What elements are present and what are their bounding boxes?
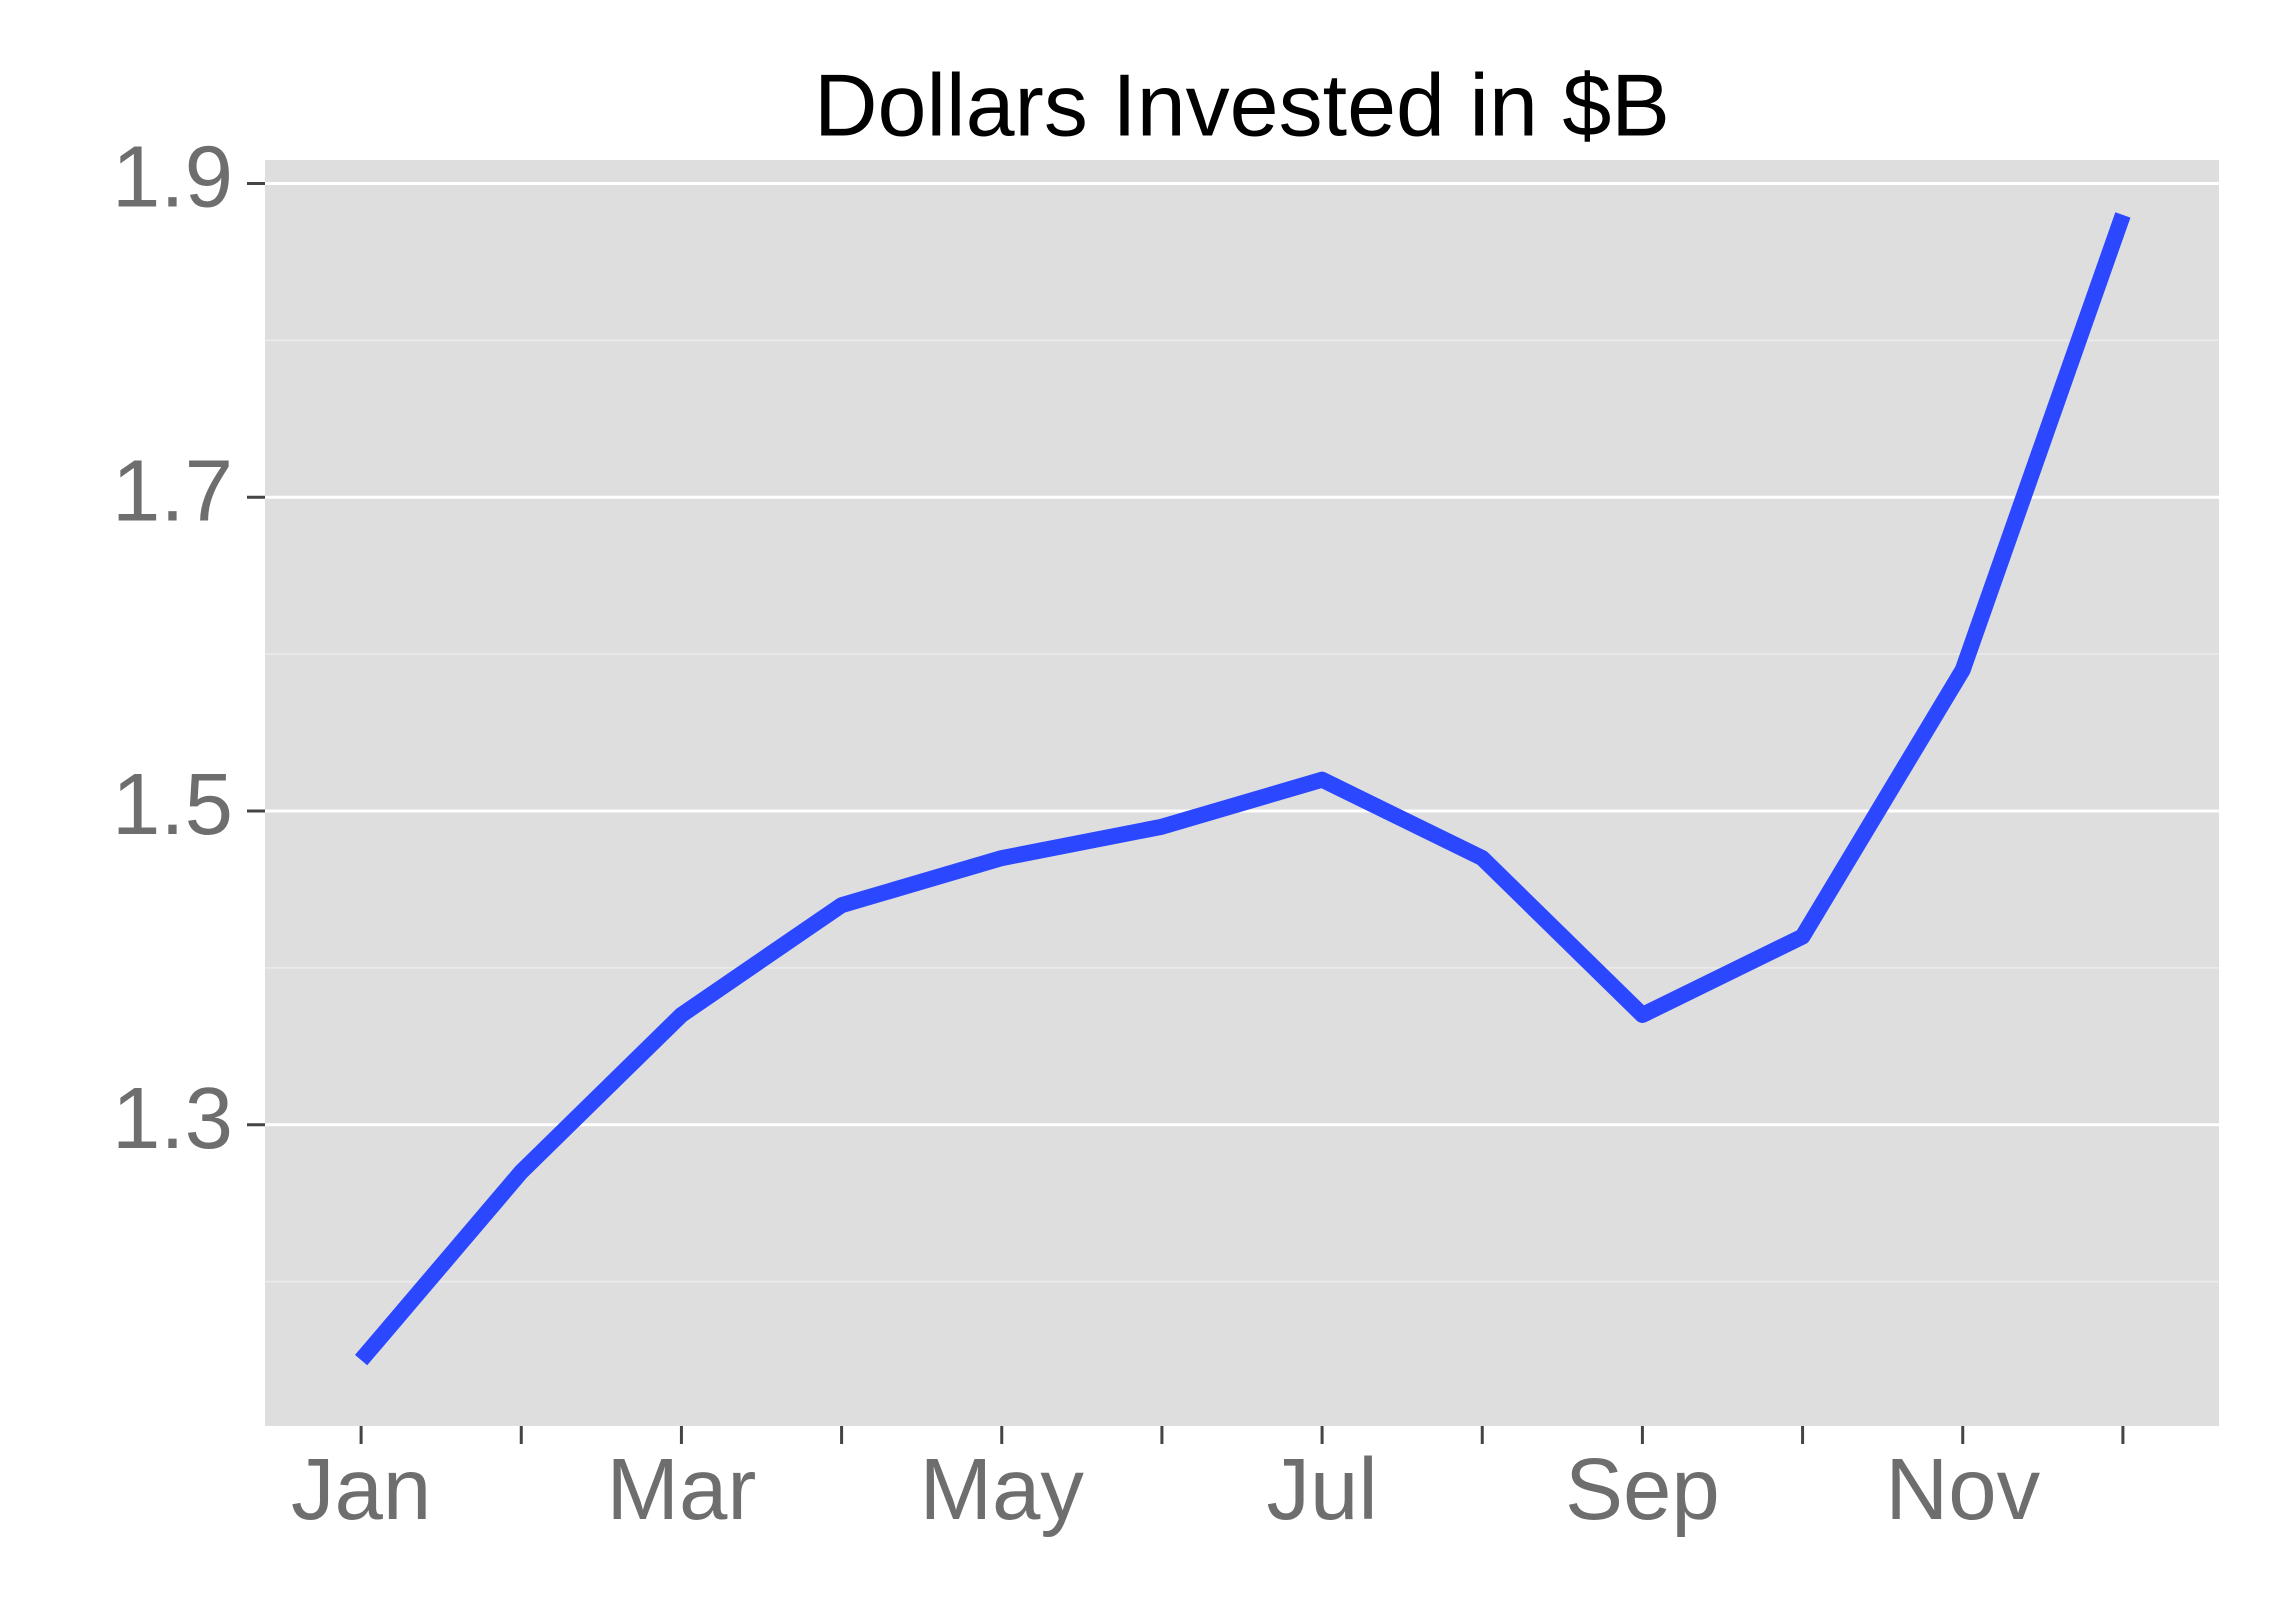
- data-line: [355, 212, 2131, 1366]
- y-tick-label: 1.9: [112, 129, 233, 226]
- y-tick-label: 1.3: [112, 1070, 233, 1167]
- chart-title: Dollars Invested in $B: [814, 55, 1670, 154]
- x-tick-label: Mar: [607, 1441, 757, 1538]
- y-tick-label: 1.5: [112, 756, 233, 853]
- y-tick-label: 1.7: [112, 442, 233, 539]
- x-tick-label: Nov: [1885, 1441, 2040, 1538]
- plot-panel: [265, 160, 2219, 1426]
- x-tick-label: May: [920, 1441, 1085, 1538]
- x-tick-label: Jul: [1266, 1441, 1377, 1538]
- x-tick-label: Jan: [291, 1441, 431, 1538]
- x-tick-label: Sep: [1565, 1441, 1720, 1538]
